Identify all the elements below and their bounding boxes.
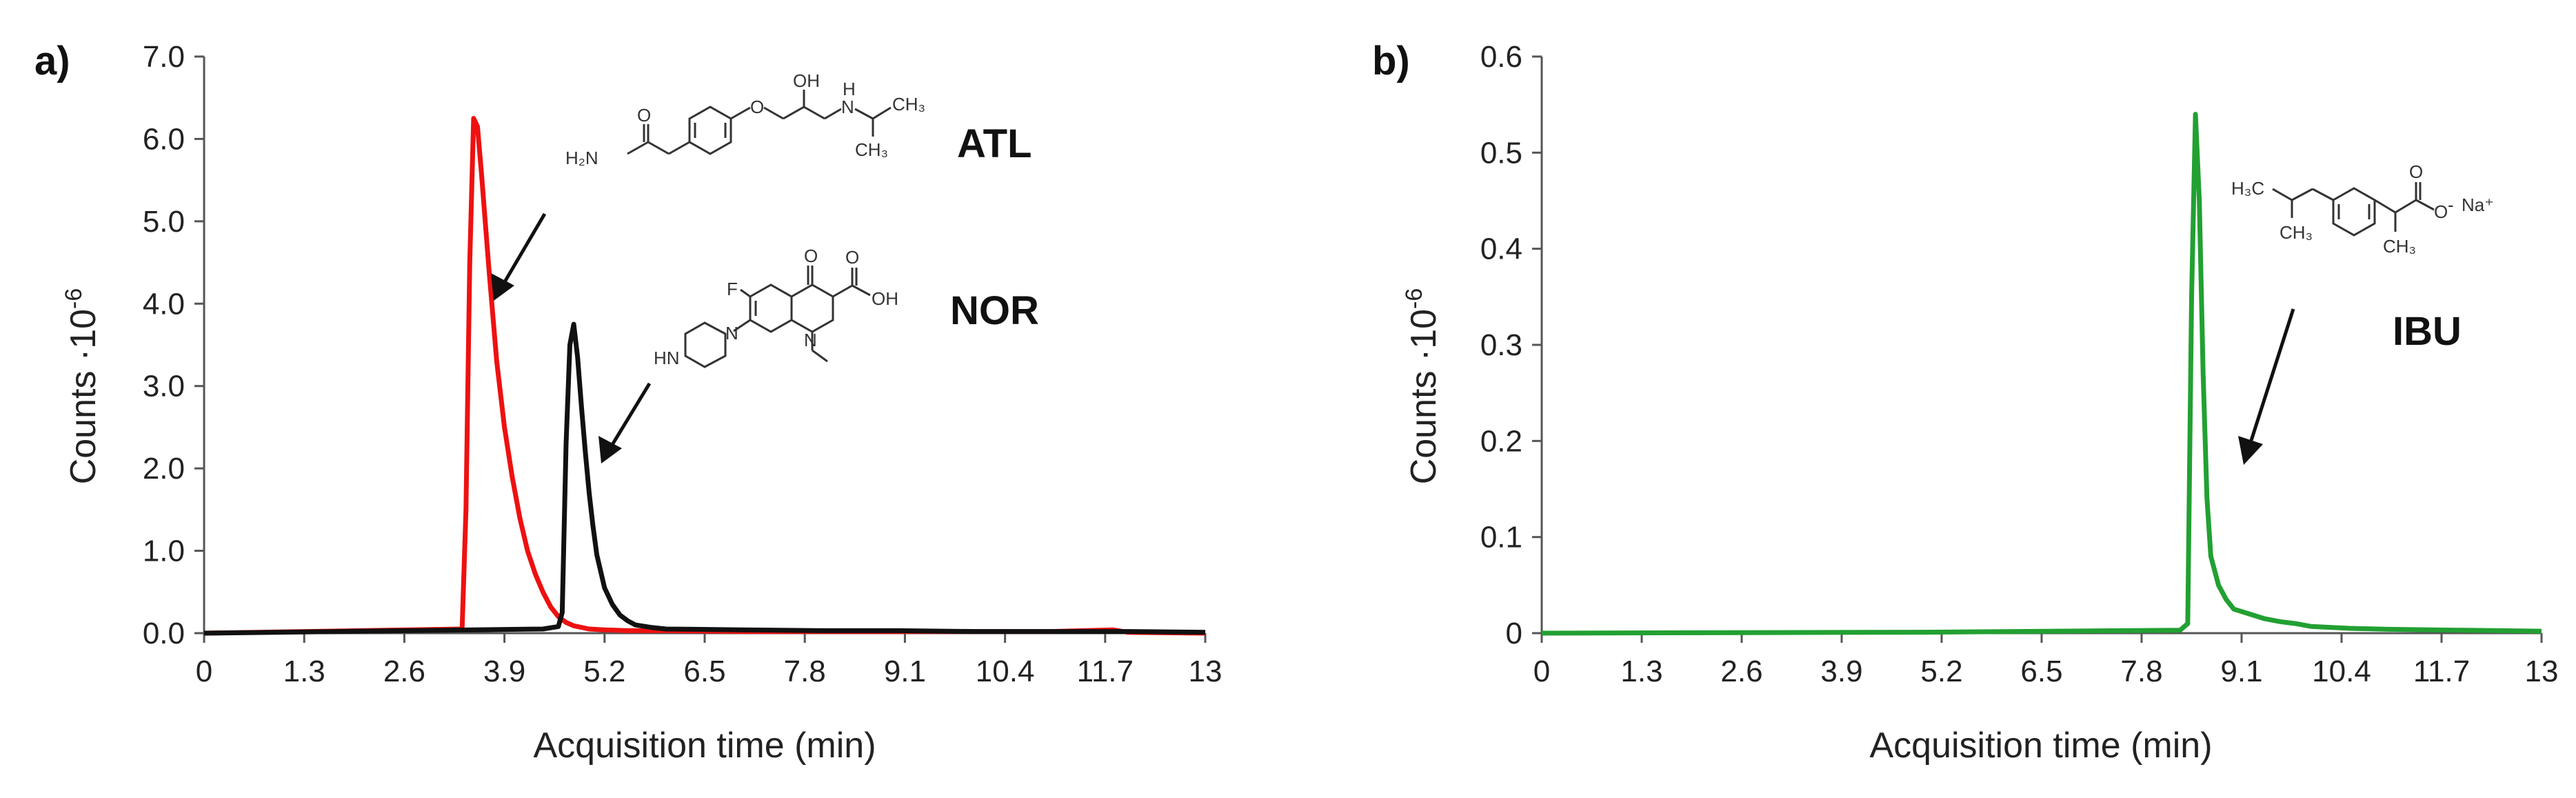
y-axis-title-a-exp: -6: [61, 288, 87, 309]
x-axis-title-a: Acquisition time (min): [533, 726, 876, 766]
x-tick-label-b: 7.8: [2120, 655, 2162, 688]
y-axis-title-a: Counts ·10-6: [61, 288, 103, 485]
y-tick-label-b: 0.5: [1480, 136, 1522, 170]
x-tick-label-b: 11.7: [2413, 655, 2470, 688]
x-tick-label-a: 6.5: [683, 655, 725, 688]
ibu-h3c-label: H₃C: [2231, 178, 2264, 199]
y-tick-label-a: 1.0: [143, 535, 185, 568]
nor-n1-label: N: [804, 330, 817, 350]
axes-a: 0 1.3 2.6 3.9 5.2 6.5 7.8 9.1 10.4 11.7 13 0.0 1.0 2.…: [143, 40, 1222, 688]
x-tick-label-b: 6.5: [2020, 655, 2062, 688]
atl-h-label: H: [843, 79, 856, 99]
atenolol-structure: O H₂N O OH N H CH₃ CH₃: [565, 70, 925, 168]
x-tick-label-a: 9.1: [884, 655, 926, 688]
y-tick-label-a: 3.0: [143, 370, 185, 403]
ibu-ominus-label: O: [2434, 201, 2448, 222]
ibu-ch3a-label: CH₃: [2280, 222, 2313, 243]
label-atl: ATL: [957, 121, 1032, 166]
y-tick-label-a: 7.0: [143, 40, 185, 74]
x-axis-title-b: Acquisition time (min): [1869, 726, 2212, 766]
y-axis-title-b-text: Counts ·10: [1404, 309, 1444, 484]
x-tick-label-b: 1.3: [1620, 655, 1662, 688]
y-axis-title-b: Counts ·10-6: [1401, 288, 1444, 485]
nor-f-label: F: [727, 279, 738, 299]
x-tick-label-b: 3.9: [1820, 655, 1862, 688]
series-group-a: [203, 116, 1206, 636]
atl-ch3b-label: CH₃: [855, 139, 888, 160]
y-axis-title-b-exp: -6: [1401, 288, 1427, 309]
x-tick-label-b: 0: [1533, 655, 1550, 688]
arrow-nor: [598, 382, 652, 463]
ibu-ch3b-label: CH₃: [2383, 236, 2416, 257]
y-tick-label-a: 4.0: [143, 287, 185, 321]
nor-oh-label: OH: [872, 288, 898, 309]
atl-ether-o-label: O: [750, 97, 764, 117]
x-tick-label-a: 5.2: [583, 655, 625, 688]
x-tick-label-a: 10.4: [976, 655, 1035, 688]
y-tick-label-b: 0: [1506, 617, 1522, 650]
x-tick-label-b: 13: [2525, 655, 2559, 688]
y-tick-label-a: 6.0: [143, 122, 185, 156]
nor-keto-o-label: O: [804, 246, 818, 266]
x-tick-label-b: 10.4: [2312, 655, 2371, 688]
x-tick-label-a: 7.8: [784, 655, 826, 688]
axes-b: 0 1.3 2.6 3.9 5.2 6.5 7.8 9.1 10.4 11.7 13 0 0.1 0.2 0…: [1480, 40, 2559, 688]
y-tick-label-b: 0.1: [1480, 521, 1522, 555]
x-tick-label-a: 2.6: [383, 655, 425, 688]
y-tick-label-a: 2.0: [143, 452, 185, 486]
x-tick-label-b: 2.6: [1720, 655, 1762, 688]
y-tick-label-b: 0.3: [1480, 328, 1522, 362]
ibuprofen-structure: H₃C CH₃ CH₃ O O - Na⁺: [2231, 161, 2494, 257]
chart-panel-a: a) 0 1.3 2.6 3.9 5.2 6.5 7.8 9.1 10.4 11.7 13 0.0 1.…: [34, 39, 1222, 766]
atl-ch3a-label: CH₃: [892, 94, 925, 114]
series-group-b: [1541, 112, 2542, 636]
arrow-atl: [491, 212, 547, 301]
x-tick-label-a: 0: [196, 655, 212, 688]
y-tick-label-a: 5.0: [143, 205, 185, 239]
atl-nh2-label: H₂N: [565, 148, 598, 168]
panel-label-b: b): [1372, 39, 1410, 83]
y-tick-label-b: 0.4: [1480, 232, 1522, 266]
atl-n-label: N: [841, 97, 854, 117]
nor-n2-label: N: [725, 323, 738, 343]
y-axis-title-a-text: Counts ·10: [63, 309, 103, 484]
y-tick-label-a: 0.0: [143, 617, 185, 650]
series-line-nor: [203, 321, 1206, 636]
x-tick-label-a: 3.9: [483, 655, 525, 688]
y-tick-label-b: 0.6: [1480, 40, 1522, 74]
ibu-o-label: O: [2409, 161, 2423, 182]
atl-o-label: O: [637, 105, 651, 126]
series-line-ibu: [1541, 112, 2542, 636]
x-tick-label-a: 11.7: [1077, 655, 1134, 688]
arrow-ibu: [2238, 308, 2295, 465]
x-tick-label-a: 13: [1189, 655, 1222, 688]
x-tick-label-a: 1.3: [283, 655, 325, 688]
chart-panel-b: b) 0 1.3 2.6 3.9 5.2 6.5 7.8 9.1 10.4 11.7 1300.10…: [1372, 39, 2558, 766]
nor-hn-label: HN: [654, 348, 680, 368]
ibu-na-label: Na⁺: [2462, 194, 2494, 215]
label-nor: NOR: [950, 288, 1039, 333]
nor-acid-o-label: O: [845, 247, 859, 268]
y-tick-label-b: 0.2: [1480, 424, 1522, 458]
ibu-minus-sign: -: [2448, 194, 2454, 215]
label-ibu: IBU: [2393, 309, 2462, 354]
norfloxacin-structure: F O O OH N N HN: [654, 246, 898, 368]
atl-oh-label: OH: [793, 70, 820, 91]
x-tick-label-b: 5.2: [1920, 655, 1962, 688]
x-tick-label-b: 9.1: [2220, 655, 2262, 688]
series-line-atl: [203, 116, 1206, 636]
panel-label-a: a): [34, 39, 70, 83]
